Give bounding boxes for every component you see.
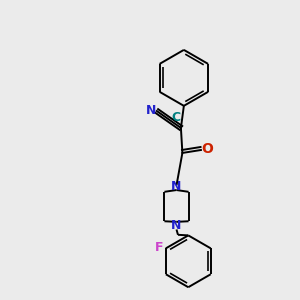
Text: O: O [202, 142, 213, 155]
Text: N: N [146, 104, 157, 117]
Text: N: N [171, 180, 182, 193]
Text: N: N [171, 219, 182, 232]
Text: F: F [155, 241, 164, 254]
Text: C: C [172, 111, 181, 124]
